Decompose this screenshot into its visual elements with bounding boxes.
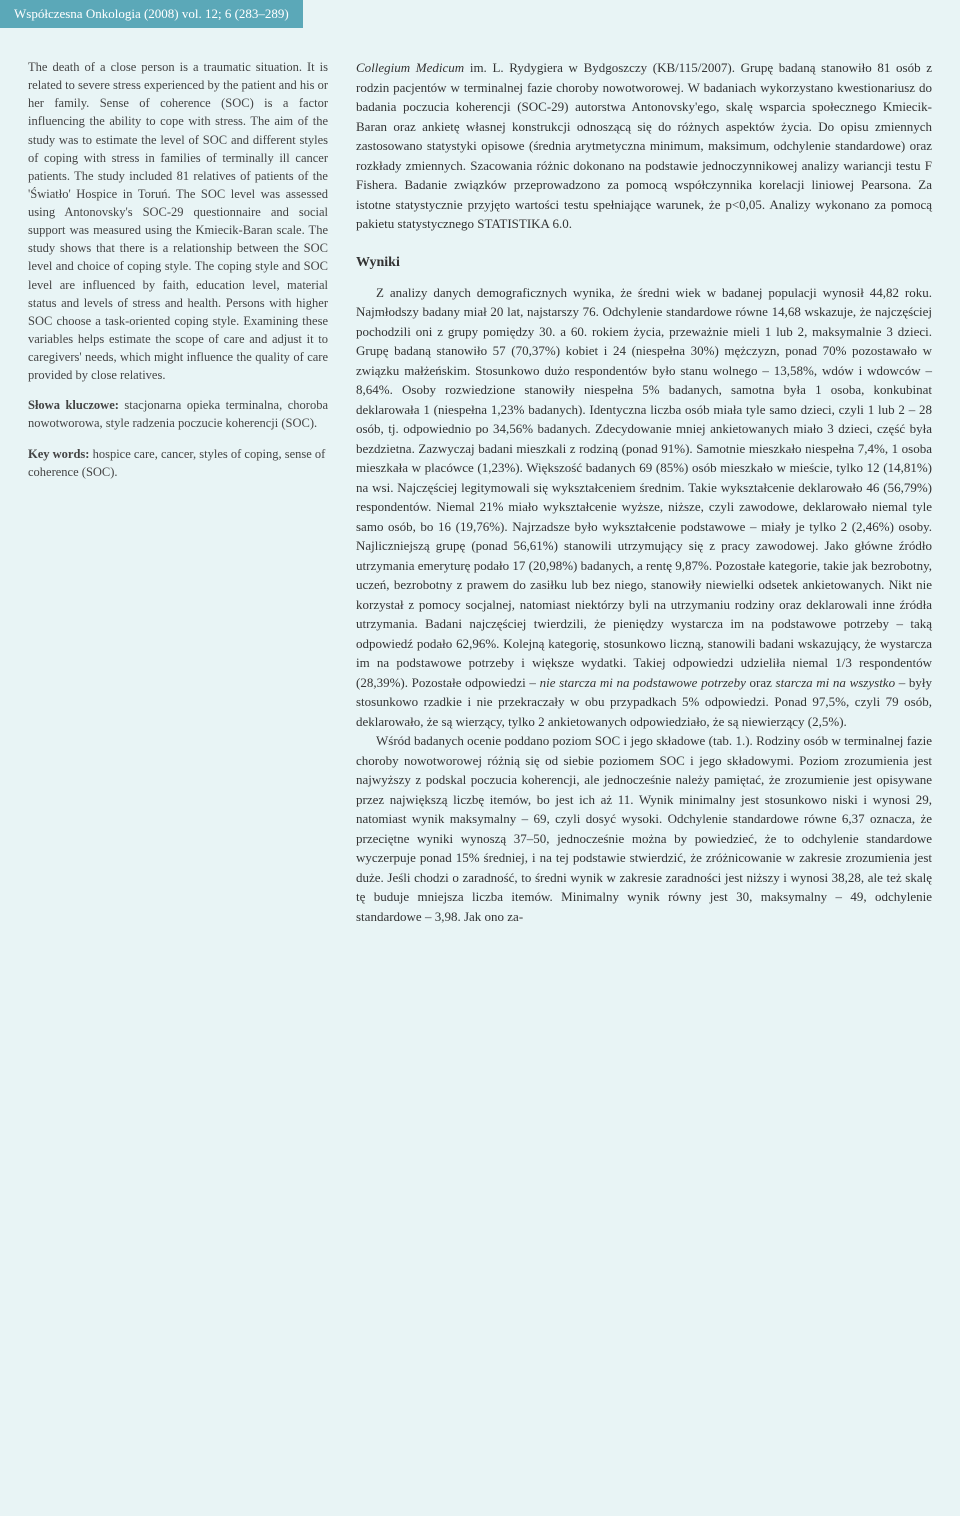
results-paragraph-2: Wśród badanych ocenie poddano poziom SOC…	[356, 731, 932, 926]
key-label: Key words:	[28, 447, 89, 461]
abstract-column: The death of a close person is a traumat…	[28, 58, 328, 926]
results-p1-i2: starcza mi na wszystko	[776, 675, 896, 690]
results-heading: Wyniki	[356, 252, 932, 273]
journal-header: Współczesna Onkologia (2008) vol. 12; 6 …	[0, 0, 303, 28]
intro-paragraph: Collegium Medicum im. L. Rydygiera w Byd…	[356, 58, 932, 234]
results-p1-mid: oraz	[746, 675, 776, 690]
results-paragraph-1: Z analizy danych demograficznych wynika,…	[356, 283, 932, 732]
page-content: The death of a close person is a traumat…	[0, 28, 960, 946]
results-p1-i1: nie starcza mi na podstawowe potrzeby	[540, 675, 746, 690]
intro-text: im. L. Rydygiera w Bydgoszczy (KB/115/20…	[356, 60, 932, 231]
intro-italic: Collegium Medicum	[356, 60, 464, 75]
slowa-kluczowe: Słowa kluczowe: stacjonarna opieka termi…	[28, 396, 328, 432]
key-words: Key words: hospice care, cancer, styles …	[28, 445, 328, 481]
results-p1-a: Z analizy danych demograficznych wynika,…	[356, 285, 932, 690]
abstract-text: The death of a close person is a traumat…	[28, 58, 328, 384]
main-column: Collegium Medicum im. L. Rydygiera w Byd…	[356, 58, 932, 926]
slowa-label: Słowa kluczowe:	[28, 398, 119, 412]
journal-ref-text: Współczesna Onkologia (2008) vol. 12; 6 …	[14, 6, 289, 21]
